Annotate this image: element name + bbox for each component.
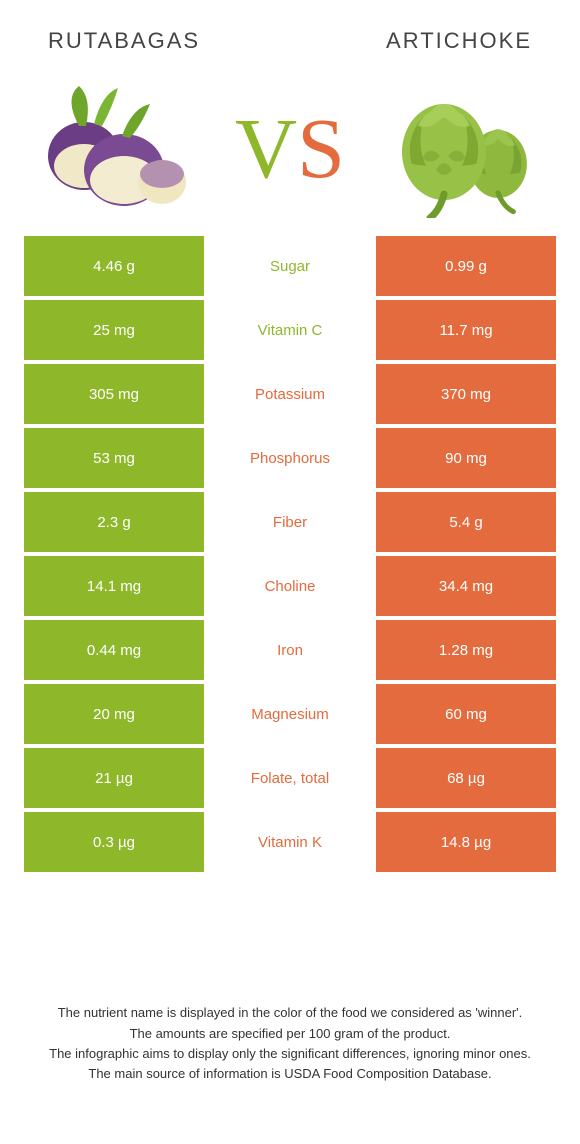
footer-line: The amounts are specified per 100 gram o… (30, 1024, 550, 1044)
nutrient-row: 4.46 gSugar0.99 g (24, 236, 556, 296)
nutrient-row: 53 mgPhosphorus90 mg (24, 428, 556, 488)
nutrient-table: 4.46 gSugar0.99 g25 mgVitamin C11.7 mg30… (0, 236, 580, 872)
right-value: 1.28 mg (376, 620, 556, 680)
right-value: 11.7 mg (376, 300, 556, 360)
nutrient-row: 0.44 mgIron1.28 mg (24, 620, 556, 680)
hero-row: VS (0, 54, 580, 236)
footer-notes: The nutrient name is displayed in the co… (0, 1003, 580, 1084)
nutrient-label: Iron (204, 620, 376, 680)
vs-v-letter: V (235, 105, 297, 191)
nutrient-label: Vitamin C (204, 300, 376, 360)
right-value: 60 mg (376, 684, 556, 744)
left-food-title: Rutabagas (48, 28, 200, 54)
nutrient-label: Potassium (204, 364, 376, 424)
left-value: 14.1 mg (24, 556, 204, 616)
vs-s-letter: S (297, 105, 345, 191)
right-value: 14.8 µg (376, 812, 556, 872)
artichoke-image (386, 78, 556, 218)
nutrient-label: Magnesium (204, 684, 376, 744)
nutrient-row: 21 µgFolate, total68 µg (24, 748, 556, 808)
nutrient-row: 14.1 mgCholine34.4 mg (24, 556, 556, 616)
title-row: Rutabagas Artichoke (0, 0, 580, 54)
nutrient-row: 305 mgPotassium370 mg (24, 364, 556, 424)
nutrient-label: Vitamin K (204, 812, 376, 872)
left-value: 53 mg (24, 428, 204, 488)
right-value: 68 µg (376, 748, 556, 808)
vs-label: VS (235, 105, 345, 191)
nutrient-label: Choline (204, 556, 376, 616)
left-value: 21 µg (24, 748, 204, 808)
rutabagas-image (24, 78, 194, 218)
nutrient-label: Sugar (204, 236, 376, 296)
footer-line: The main source of information is USDA F… (30, 1064, 550, 1084)
right-food-title: Artichoke (386, 28, 532, 54)
nutrient-row: 20 mgMagnesium60 mg (24, 684, 556, 744)
left-value: 20 mg (24, 684, 204, 744)
nutrient-row: 0.3 µgVitamin K14.8 µg (24, 812, 556, 872)
nutrient-label: Fiber (204, 492, 376, 552)
nutrient-label: Phosphorus (204, 428, 376, 488)
nutrient-label: Folate, total (204, 748, 376, 808)
left-value: 305 mg (24, 364, 204, 424)
left-value: 0.3 µg (24, 812, 204, 872)
footer-line: The infographic aims to display only the… (30, 1044, 550, 1064)
right-value: 0.99 g (376, 236, 556, 296)
nutrient-row: 2.3 gFiber5.4 g (24, 492, 556, 552)
left-value: 0.44 mg (24, 620, 204, 680)
left-value: 2.3 g (24, 492, 204, 552)
right-value: 370 mg (376, 364, 556, 424)
right-value: 34.4 mg (376, 556, 556, 616)
footer-line: The nutrient name is displayed in the co… (30, 1003, 550, 1023)
right-value: 5.4 g (376, 492, 556, 552)
left-value: 25 mg (24, 300, 204, 360)
nutrient-row: 25 mgVitamin C11.7 mg (24, 300, 556, 360)
left-value: 4.46 g (24, 236, 204, 296)
right-value: 90 mg (376, 428, 556, 488)
